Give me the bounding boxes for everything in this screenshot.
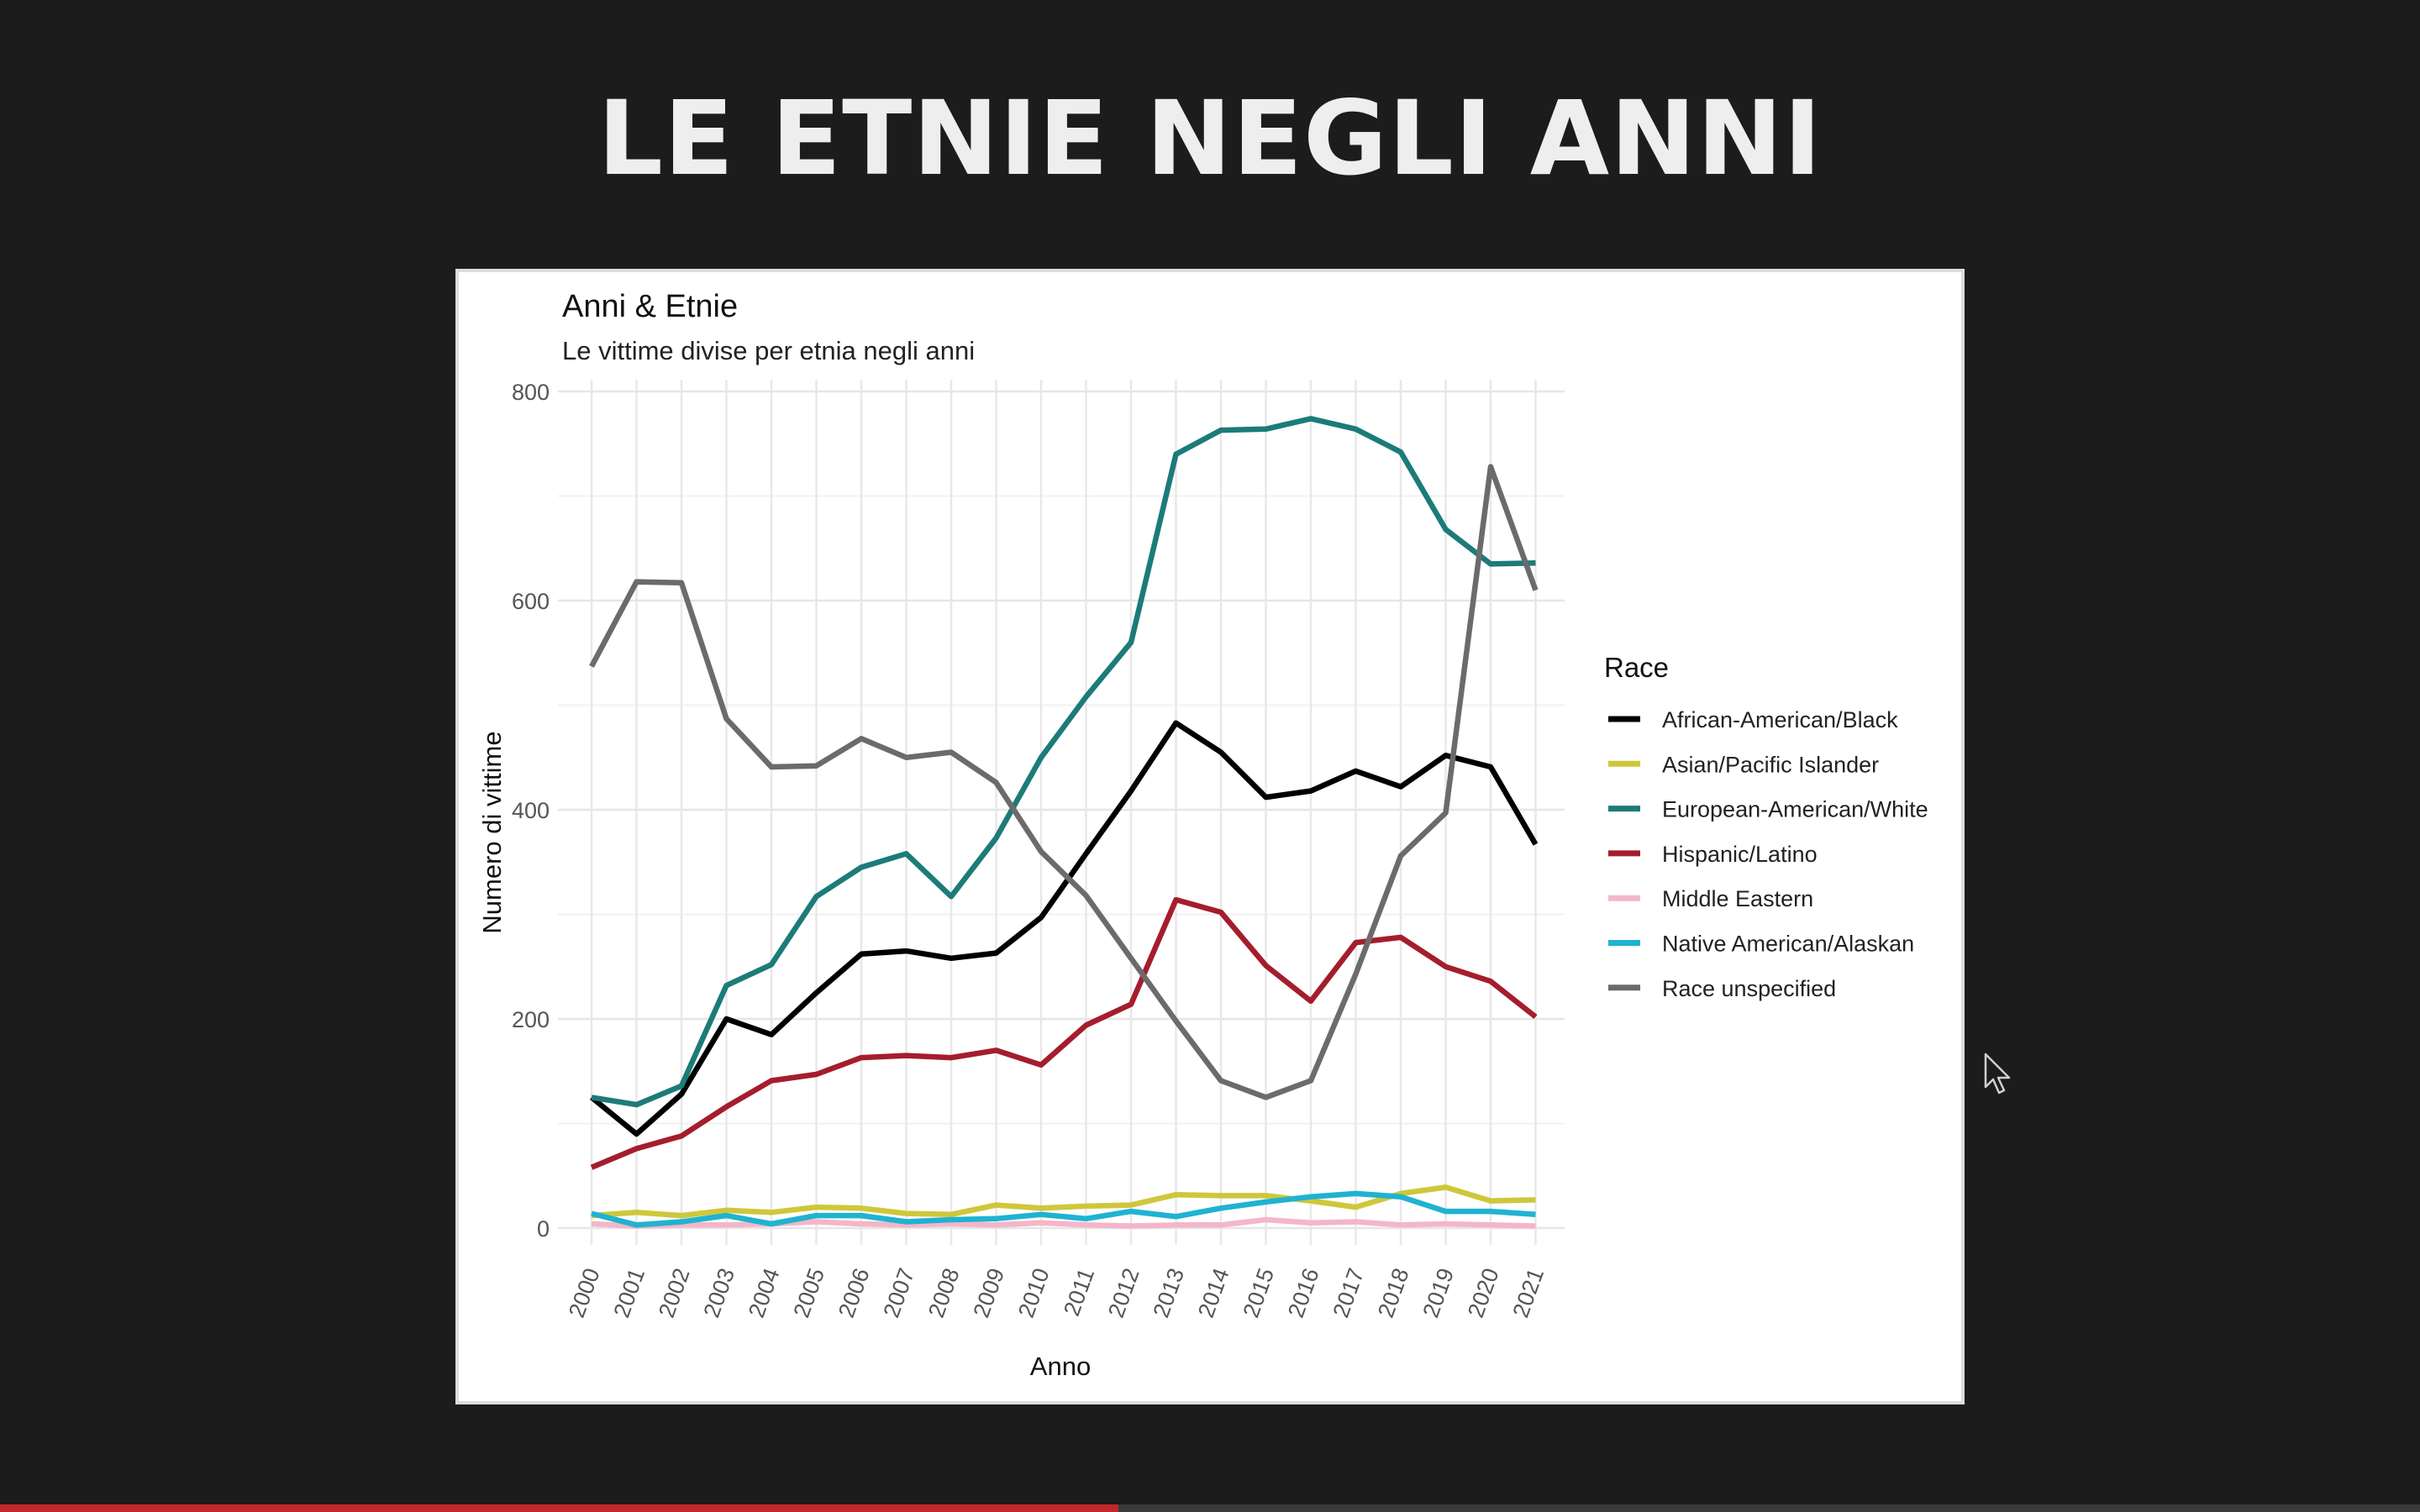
x-tick-label: 2019 (1418, 1265, 1459, 1321)
legend-item: Race unspecified (1608, 976, 1836, 1001)
legend-label: African-American/Black (1662, 707, 1898, 732)
series-lines (589, 416, 1539, 1229)
x-tick-label: 2009 (968, 1265, 1009, 1321)
x-tick-label: 2004 (744, 1265, 785, 1321)
x-tick-label: 2012 (1103, 1265, 1144, 1321)
x-tick-label: 2001 (608, 1265, 650, 1321)
x-tick-label: 2007 (878, 1265, 919, 1321)
legend-label: Native American/Alaskan (1662, 932, 1914, 957)
y-tick-label: 200 (512, 1007, 550, 1032)
y-axis-label: Numero di vittime (477, 731, 507, 933)
x-tick-label: 2014 (1193, 1265, 1234, 1321)
legend-title: Race (1604, 652, 1669, 683)
x-tick-label: 2005 (788, 1265, 829, 1321)
y-tick-label: 0 (537, 1216, 550, 1242)
chart-subtitle: Le vittime divise per etnia negli anni (562, 336, 975, 365)
y-tick-label: 800 (512, 380, 550, 405)
y-tick-label: 600 (512, 589, 550, 614)
y-tick-label: 400 (512, 798, 550, 823)
legend-label: Hispanic/Latino (1662, 842, 1818, 867)
x-tick-label: 2021 (1507, 1265, 1549, 1321)
legend-item: Hispanic/Latino (1608, 842, 1818, 867)
series-line-race-unspecified (589, 464, 1539, 1100)
series-line-european-american-white (591, 416, 1536, 1108)
x-tick-label: 2016 (1283, 1265, 1324, 1321)
series-line-african-american-black (589, 720, 1539, 1137)
legend-item: Middle Eastern (1608, 886, 1813, 911)
chart-title: Anni & Etnie (562, 289, 738, 324)
x-tick-label: 2003 (698, 1265, 739, 1321)
x-tick-label: 2015 (1238, 1265, 1279, 1321)
legend-label: Race unspecified (1662, 976, 1836, 1001)
chart-card: 0 200 400 600 800 2000 2001 2002 2003 2004 2005 20… (455, 269, 1965, 1404)
x-axis-label: Anno (1030, 1352, 1091, 1381)
legend-item: African-American/Black (1608, 707, 1898, 732)
legend-item: Asian/Pacific Islander (1608, 752, 1879, 777)
x-tick-label: 2002 (654, 1265, 695, 1321)
x-tick-label: 2010 (1013, 1265, 1055, 1321)
x-tick-label: 2020 (1463, 1265, 1504, 1321)
legend-label: European-American/White (1662, 797, 1928, 822)
legend-label: Asian/Pacific Islander (1662, 752, 1879, 777)
series-line-asian-pacific-islander (591, 1184, 1536, 1219)
series-line-hispanic-latino (590, 896, 1538, 1170)
video-progress-bar[interactable] (0, 1504, 2420, 1512)
x-tick-labels: 2000 2001 2002 2003 2004 2005 2006 2007 2008 2009… (564, 1265, 1549, 1321)
x-tick-label: 2008 (923, 1265, 965, 1321)
legend-label: Middle Eastern (1662, 886, 1813, 911)
slide-title: LE ETNIE NEGLI ANNI (597, 79, 1823, 198)
legend-item: Native American/Alaskan (1608, 932, 1914, 957)
x-tick-label: 2017 (1328, 1265, 1369, 1321)
y-tick-labels: 0 200 400 600 800 (512, 380, 550, 1242)
video-progress-fill (0, 1504, 1118, 1512)
x-tick-label: 2013 (1148, 1265, 1189, 1321)
x-tick-label: 2000 (564, 1265, 605, 1321)
series-line-middle-eastern (591, 1216, 1536, 1229)
series-line-native-american-alaskan (591, 1190, 1536, 1228)
x-tick-label: 2011 (1059, 1265, 1099, 1320)
x-tick-label: 2006 (834, 1265, 875, 1321)
legend: Race African-American/Black Asian/Pacific… (1604, 652, 1928, 1001)
legend-item: European-American/White (1608, 797, 1928, 822)
x-tick-label: 2018 (1373, 1265, 1414, 1321)
mouse-pointer-icon (1984, 1053, 2011, 1095)
